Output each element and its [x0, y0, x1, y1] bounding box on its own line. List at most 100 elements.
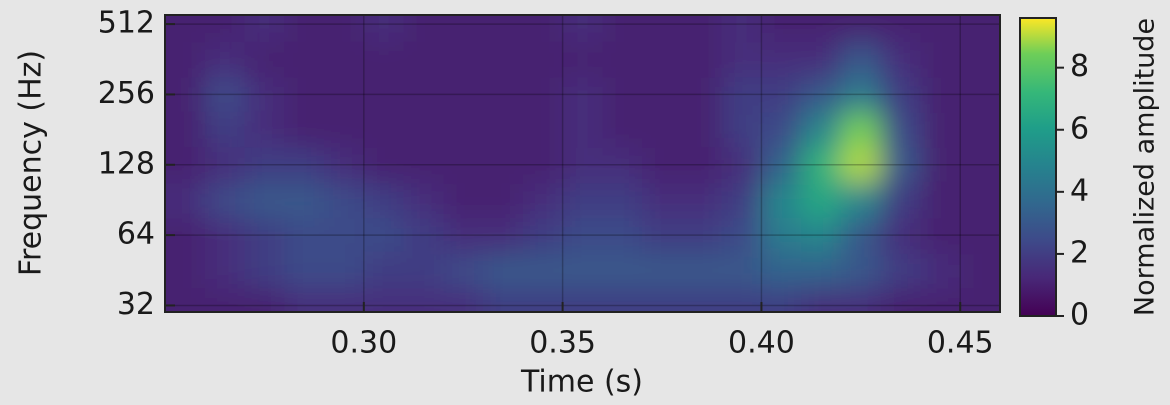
heatmap-cell — [324, 77, 365, 113]
heatmap-cell — [920, 288, 961, 312]
heatmap-cell — [244, 217, 285, 253]
heatmap-cell — [363, 183, 405, 219]
heatmap-cell — [363, 253, 405, 289]
heatmap-cell — [443, 41, 484, 78]
heatmap-cell — [403, 288, 444, 312]
heatmap-cell — [483, 15, 524, 42]
heatmap-cell — [801, 147, 842, 183]
heatmap-cell — [642, 253, 683, 289]
heatmap-cell — [284, 253, 325, 289]
heatmap-cell — [642, 77, 683, 113]
heatmap-cell — [920, 147, 961, 183]
heatmap-cell — [721, 147, 762, 183]
heatmap-cell — [363, 147, 405, 183]
heatmap-cell — [443, 147, 484, 183]
heatmap-cell — [483, 217, 524, 253]
heatmap-cell — [165, 253, 206, 289]
heatmap-cell — [840, 183, 882, 219]
heatmap-cell — [602, 15, 643, 42]
heatmap-cell — [602, 77, 643, 113]
y-tick-label: 64 — [117, 217, 155, 252]
heatmap-cell — [602, 183, 643, 219]
heatmap-cell — [681, 77, 723, 113]
colorbar — [1019, 17, 1057, 317]
heatmap-cell — [483, 147, 524, 183]
heatmap-cell — [324, 288, 365, 312]
heatmap-cell — [721, 112, 762, 148]
heatmap-cell — [204, 15, 246, 42]
heatmap-cell — [284, 288, 325, 312]
heatmap-cell — [204, 41, 246, 78]
heatmap-cell — [522, 112, 564, 148]
heatmap-cell — [602, 217, 643, 253]
heatmap-cell — [761, 217, 802, 253]
heatmap-cell — [761, 112, 802, 148]
heatmap-cell — [284, 41, 325, 78]
heatmap-cell — [522, 253, 564, 289]
heatmap-cell — [443, 15, 484, 42]
plot-frame — [164, 14, 1001, 313]
heatmap-cell — [642, 288, 683, 312]
heatmap-cell — [920, 41, 961, 78]
heatmap-cell — [602, 41, 643, 78]
colorbar-tick-label: 4 — [1070, 173, 1089, 208]
heatmap-cell — [363, 15, 405, 42]
heatmap-cell — [840, 77, 882, 113]
x-tick-label: 0.30 — [330, 326, 397, 361]
heatmap-cell — [801, 288, 842, 312]
heatmap-cell — [522, 147, 564, 183]
heatmap-cell — [363, 77, 405, 113]
colorbar-label: Normalized amplitude — [1130, 18, 1161, 316]
y-axis-label: Frequency (Hz) — [14, 50, 49, 276]
heatmap-cell — [761, 253, 802, 289]
heatmap-cell — [443, 217, 484, 253]
heatmap-cell — [562, 15, 603, 42]
heatmap-cell — [363, 112, 405, 148]
heatmap-cell — [960, 253, 1000, 289]
heatmap-cell — [681, 15, 723, 42]
heatmap-cell — [880, 288, 921, 312]
heatmap-cell — [443, 288, 484, 312]
heatmap-cell — [403, 253, 444, 289]
heatmap-cell — [960, 288, 1000, 312]
heatmap-cell — [324, 253, 365, 289]
heatmap-cell — [562, 77, 603, 113]
heatmap-cell — [960, 217, 1000, 253]
heatmap-cell — [801, 41, 842, 78]
heatmap-cell — [443, 77, 484, 113]
heatmap-cell — [562, 112, 603, 148]
heatmap-cell — [880, 77, 921, 113]
heatmap-cell — [602, 147, 643, 183]
heatmap-cell — [920, 77, 961, 113]
heatmap-cell — [840, 15, 882, 42]
heatmap-cell — [562, 217, 603, 253]
heatmap-cell — [880, 147, 921, 183]
heatmap-cell — [165, 183, 206, 219]
heatmap-cell — [602, 253, 643, 289]
heatmap-cell — [244, 288, 285, 312]
heatmap-cell — [244, 147, 285, 183]
heatmap-cell — [324, 217, 365, 253]
heatmap-cell — [483, 41, 524, 78]
heatmap-cell — [284, 15, 325, 42]
heatmap-cell — [363, 288, 405, 312]
heatmap-cell — [204, 288, 246, 312]
heatmap-cell — [244, 112, 285, 148]
heatmap-cell — [960, 147, 1000, 183]
heatmap-cell — [681, 112, 723, 148]
heatmap-cell — [443, 183, 484, 219]
heatmap-cell — [880, 112, 921, 148]
heatmap-cell — [642, 217, 683, 253]
heatmap-cell — [920, 112, 961, 148]
heatmap-cell — [483, 112, 524, 148]
heatmap-cell — [761, 77, 802, 113]
heatmap-cell — [721, 15, 762, 42]
heatmap-cell — [284, 77, 325, 113]
heatmap-cell — [483, 183, 524, 219]
heatmap-cell — [880, 15, 921, 42]
heatmap-cell — [761, 288, 802, 312]
x-tick-label: 0.35 — [529, 326, 596, 361]
colorbar-tick-label: 0 — [1070, 298, 1089, 333]
heatmap-cell — [681, 253, 723, 289]
